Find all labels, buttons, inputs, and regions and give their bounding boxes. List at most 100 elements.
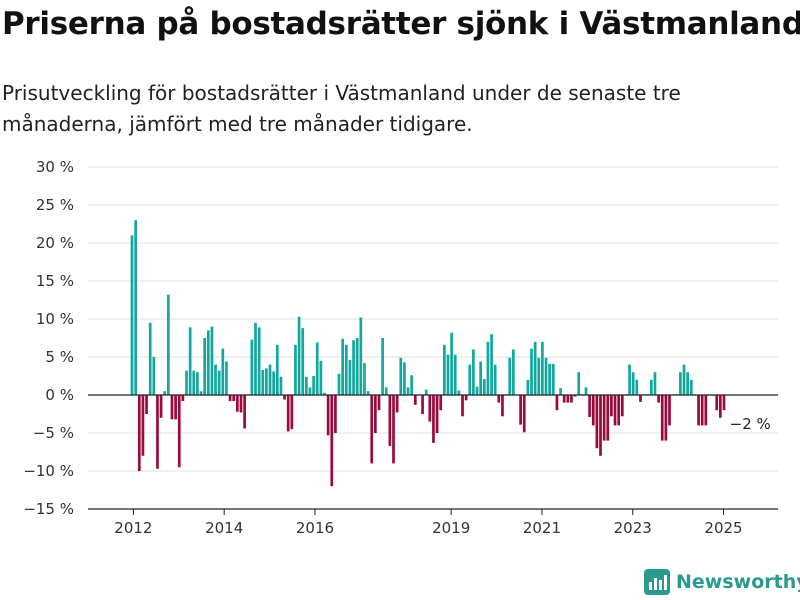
bar [192, 370, 196, 395]
bar [482, 379, 486, 395]
bar [591, 395, 595, 426]
bar [548, 363, 552, 395]
bar [559, 388, 562, 395]
bar [290, 395, 294, 430]
bar [719, 395, 722, 418]
bar [468, 364, 472, 395]
y-tick-label: −5 % [33, 424, 74, 442]
bar [613, 395, 617, 426]
bar [555, 395, 559, 411]
bar [704, 395, 708, 426]
bar [319, 360, 323, 395]
bar [522, 395, 526, 433]
bar [599, 395, 602, 456]
bar [610, 395, 613, 417]
bar [297, 316, 301, 395]
bar [188, 327, 192, 395]
bar [159, 395, 163, 418]
bar [156, 395, 159, 469]
last-value-annotation: −2 % [730, 415, 771, 433]
bar [519, 395, 522, 425]
bar [236, 395, 239, 412]
bar [631, 372, 635, 395]
bar [243, 395, 246, 429]
bar [199, 391, 203, 395]
bar [239, 395, 243, 413]
x-tick-label: 2014 [205, 519, 243, 537]
bar [668, 395, 671, 426]
bar [432, 395, 435, 443]
bar [283, 395, 286, 400]
bar [359, 317, 363, 395]
bar [715, 395, 719, 411]
bar [450, 332, 453, 395]
bar [268, 364, 272, 395]
bar [399, 357, 403, 395]
bar [403, 362, 406, 395]
bar [177, 395, 181, 468]
bar [697, 395, 700, 426]
bar [257, 327, 261, 395]
bar [664, 395, 668, 441]
bar [544, 357, 548, 395]
bar [566, 395, 570, 403]
y-axis-ticks: 30 % 25 % 20 % 15 % 10 % 5 % 0 % −5 % −10 % −15 % [23, 158, 74, 518]
bar [722, 395, 726, 411]
bar [337, 373, 341, 395]
bar [443, 344, 446, 395]
bar [606, 395, 610, 441]
bar [370, 395, 374, 464]
bar [381, 338, 384, 395]
bar [435, 395, 439, 433]
bar [152, 357, 156, 395]
bar [286, 395, 290, 432]
bar [410, 375, 414, 395]
bar [137, 395, 141, 471]
bar [217, 370, 221, 395]
page-subtitle: Prisutveckling för bostadsrätter i Västm… [2, 81, 681, 136]
x-tick-label: 2016 [296, 519, 334, 537]
y-tick-label: 0 % [45, 386, 74, 404]
bar [588, 395, 591, 418]
y-tick-label: 20 % [36, 234, 74, 252]
bar [174, 395, 177, 420]
y-tick-label: 15 % [36, 272, 74, 290]
bar [512, 349, 515, 395]
bar [130, 235, 134, 395]
bar [210, 326, 214, 395]
bar [308, 387, 312, 395]
bar [148, 322, 152, 395]
bar [562, 395, 566, 403]
bar [141, 395, 145, 456]
x-tick-label: 2021 [523, 519, 561, 537]
bar [301, 328, 305, 395]
bar [660, 395, 664, 441]
bar [475, 386, 479, 395]
y-tick-label: −10 % [23, 462, 74, 480]
bar [493, 364, 497, 395]
bar [479, 361, 483, 395]
bar [421, 395, 424, 414]
bar [573, 395, 577, 397]
bar [395, 395, 399, 413]
bar [501, 395, 504, 417]
bar [639, 395, 642, 402]
page-title: Priserna på bostadsrätter sjönk i Västma… [2, 6, 800, 42]
bar [657, 395, 660, 403]
bar [653, 372, 657, 395]
bar [363, 363, 366, 395]
bar [650, 379, 653, 395]
x-tick-label: 2019 [432, 519, 470, 537]
bar [145, 395, 148, 414]
bar [635, 379, 639, 395]
bar [275, 344, 279, 395]
bar [453, 354, 457, 395]
bar [315, 342, 319, 395]
bar [424, 389, 428, 395]
bar [530, 348, 533, 395]
newsworthy-logo-icon [644, 569, 670, 595]
x-tick-label: 2023 [614, 519, 652, 537]
bar [228, 395, 232, 402]
bar [570, 395, 573, 403]
bar [620, 395, 624, 417]
